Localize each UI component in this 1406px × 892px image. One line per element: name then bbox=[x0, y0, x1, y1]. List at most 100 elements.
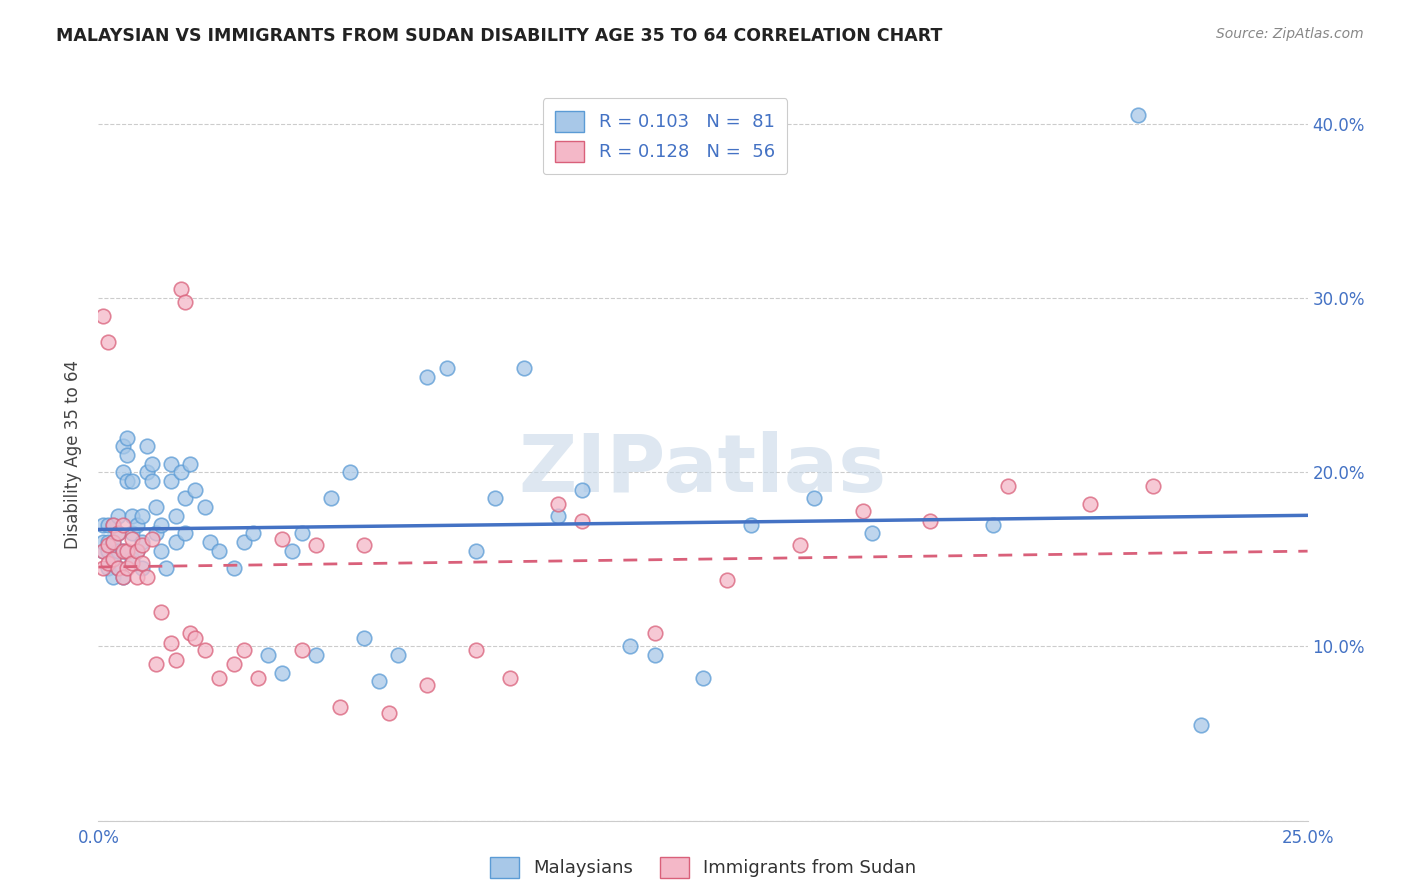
Point bbox=[141, 474, 163, 488]
Point bbox=[436, 360, 458, 375]
Point bbox=[165, 508, 187, 523]
Point bbox=[208, 671, 231, 685]
Point bbox=[368, 674, 391, 689]
Point bbox=[101, 552, 124, 566]
Point bbox=[131, 556, 153, 570]
Point bbox=[131, 539, 153, 553]
Point bbox=[121, 556, 143, 570]
Point bbox=[271, 532, 294, 546]
Point bbox=[155, 561, 177, 575]
Point bbox=[111, 439, 134, 453]
Point bbox=[619, 640, 641, 654]
Point bbox=[789, 539, 811, 553]
Point bbox=[97, 334, 120, 349]
Point bbox=[169, 466, 191, 480]
Point bbox=[107, 543, 129, 558]
Point bbox=[141, 457, 163, 471]
Point bbox=[184, 483, 207, 497]
Text: ZIPatlas: ZIPatlas bbox=[519, 431, 887, 508]
Point bbox=[150, 517, 173, 532]
Point bbox=[97, 539, 120, 553]
Point bbox=[860, 526, 883, 541]
Point bbox=[117, 543, 139, 558]
Point bbox=[127, 543, 149, 558]
Point bbox=[513, 360, 536, 375]
Point bbox=[271, 665, 294, 680]
Point bbox=[290, 643, 312, 657]
Point bbox=[121, 508, 143, 523]
Point bbox=[416, 678, 439, 692]
Point bbox=[97, 543, 120, 558]
Point bbox=[852, 503, 875, 517]
Point bbox=[97, 517, 120, 532]
Point bbox=[101, 535, 124, 549]
Point bbox=[121, 532, 143, 546]
Point bbox=[101, 517, 124, 532]
Point bbox=[135, 466, 157, 480]
Point bbox=[160, 457, 183, 471]
Point bbox=[101, 552, 124, 566]
Point bbox=[141, 532, 163, 546]
Point bbox=[131, 561, 153, 575]
Point bbox=[97, 561, 120, 575]
Legend: Malaysians, Immigrants from Sudan: Malaysians, Immigrants from Sudan bbox=[482, 849, 924, 885]
Point bbox=[101, 535, 124, 549]
Point bbox=[997, 479, 1019, 493]
Point bbox=[169, 283, 191, 297]
Point bbox=[127, 543, 149, 558]
Point bbox=[91, 543, 114, 558]
Point bbox=[716, 574, 738, 588]
Point bbox=[329, 700, 352, 714]
Text: Source: ZipAtlas.com: Source: ZipAtlas.com bbox=[1216, 27, 1364, 41]
Point bbox=[117, 561, 139, 575]
Point bbox=[91, 543, 114, 558]
Point bbox=[107, 561, 129, 575]
Point bbox=[101, 570, 124, 584]
Point bbox=[803, 491, 825, 506]
Point bbox=[91, 517, 114, 532]
Point bbox=[644, 648, 666, 663]
Point bbox=[97, 535, 120, 549]
Point bbox=[692, 671, 714, 685]
Point bbox=[353, 539, 375, 553]
Point bbox=[179, 457, 201, 471]
Y-axis label: Disability Age 35 to 64: Disability Age 35 to 64 bbox=[65, 360, 83, 549]
Point bbox=[111, 517, 134, 532]
Point bbox=[256, 648, 278, 663]
Point bbox=[464, 643, 486, 657]
Point bbox=[107, 508, 129, 523]
Point bbox=[91, 535, 114, 549]
Point bbox=[165, 653, 187, 667]
Point bbox=[194, 643, 217, 657]
Point bbox=[121, 552, 143, 566]
Point bbox=[131, 508, 153, 523]
Point bbox=[232, 535, 254, 549]
Point bbox=[281, 543, 304, 558]
Point bbox=[920, 514, 942, 528]
Point bbox=[208, 543, 231, 558]
Point bbox=[121, 526, 143, 541]
Point bbox=[165, 535, 187, 549]
Point bbox=[571, 483, 593, 497]
Point bbox=[117, 448, 139, 462]
Point bbox=[194, 500, 217, 515]
Point bbox=[97, 556, 120, 570]
Point bbox=[305, 648, 328, 663]
Point bbox=[91, 309, 114, 323]
Point bbox=[222, 561, 245, 575]
Point bbox=[107, 526, 129, 541]
Point bbox=[547, 508, 569, 523]
Point bbox=[145, 657, 167, 671]
Point bbox=[484, 491, 506, 506]
Point bbox=[121, 474, 143, 488]
Point bbox=[117, 430, 139, 444]
Point bbox=[101, 517, 124, 532]
Point bbox=[1189, 718, 1212, 732]
Point bbox=[1142, 479, 1164, 493]
Point bbox=[160, 636, 183, 650]
Text: MALAYSIAN VS IMMIGRANTS FROM SUDAN DISABILITY AGE 35 TO 64 CORRELATION CHART: MALAYSIAN VS IMMIGRANTS FROM SUDAN DISAB… bbox=[56, 27, 942, 45]
Point bbox=[160, 474, 183, 488]
Point bbox=[319, 491, 342, 506]
Point bbox=[111, 466, 134, 480]
Point bbox=[290, 526, 312, 541]
